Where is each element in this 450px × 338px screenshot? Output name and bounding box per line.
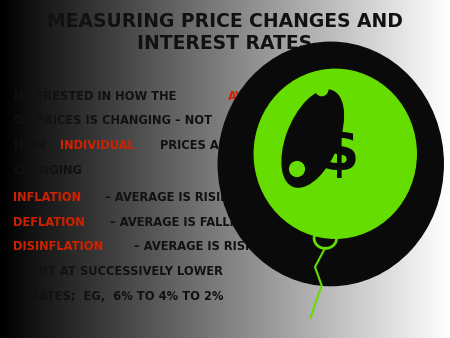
Text: INFLATION: INFLATION [14, 191, 81, 204]
Ellipse shape [289, 200, 305, 216]
Ellipse shape [337, 80, 347, 90]
Ellipse shape [289, 161, 305, 177]
Text: INDIVIDUAL: INDIVIDUAL [60, 139, 135, 152]
Text: $: $ [318, 125, 359, 182]
Text: BUT AT SUCCESSIVELY LOWER: BUT AT SUCCESSIVELY LOWER [14, 265, 222, 278]
Text: DISINFLATION: DISINFLATION [14, 240, 104, 253]
Text: CHANGING: CHANGING [14, 164, 82, 176]
Text: MEASURING PRICE CHANGES AND
INTEREST RATES: MEASURING PRICE CHANGES AND INTEREST RAT… [47, 12, 403, 53]
Text: HOW: HOW [14, 139, 50, 152]
Text: PRICES ARE: PRICES ARE [157, 139, 236, 152]
Ellipse shape [358, 143, 371, 155]
Text: – AVERAGE IS FALLING: – AVERAGE IS FALLING [106, 216, 253, 228]
Ellipse shape [333, 223, 346, 236]
Text: – AVERAGE IS RISING: – AVERAGE IS RISING [101, 191, 240, 204]
Ellipse shape [254, 69, 416, 238]
Text: INTERESTED IN HOW THE: INTERESTED IN HOW THE [14, 90, 180, 102]
Ellipse shape [281, 89, 344, 188]
Text: RATES;  EG,  6% TO 4% TO 2%: RATES; EG, 6% TO 4% TO 2% [14, 290, 223, 303]
Text: AVERAGE: AVERAGE [228, 90, 288, 102]
Text: – AVERAGE IS RISING: – AVERAGE IS RISING [130, 240, 268, 253]
Ellipse shape [218, 42, 443, 286]
Ellipse shape [351, 197, 369, 216]
Text: DEFLATION: DEFLATION [14, 216, 85, 228]
Ellipse shape [315, 83, 328, 96]
Text: OF PRICES IS CHANGING – NOT: OF PRICES IS CHANGING – NOT [14, 114, 211, 127]
